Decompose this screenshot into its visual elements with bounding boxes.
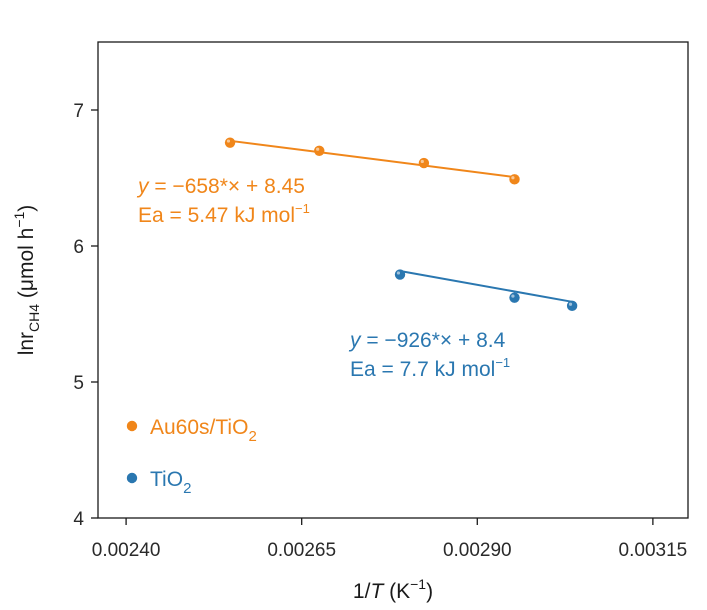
legend-label-tio2: TiO2 (150, 468, 191, 497)
y-axis-title: lnrCH4 (μmol h−1) (11, 205, 42, 356)
x-axis-ticks: 0.00240 0.00265 0.00290 0.00315 (92, 518, 687, 561)
data-point-highlight (316, 147, 320, 151)
data-point-series-0 (418, 157, 430, 169)
data-point-series-0 (509, 174, 520, 185)
data-point-series-0 (224, 137, 236, 148)
data-point-series-1 (509, 292, 520, 303)
x-tick-label: 0.00265 (267, 540, 336, 561)
annotation-au-ea: Ea = 5.47 kJ mol−1 (138, 201, 310, 227)
legend: Au60s/TiO2 TiO2 (126, 416, 257, 497)
x-axis-title: 1/T (K−1) (353, 576, 433, 603)
series-layer (224, 137, 578, 312)
x-tick-label: 0.00290 (443, 540, 512, 561)
data-point-series-1 (394, 269, 406, 280)
data-point-highlight (226, 139, 231, 143)
data-point-highlight (420, 159, 424, 164)
data-point-series-1 (566, 300, 578, 312)
annotation-tio2-ea: Ea = 7.7 kJ mol−1 (350, 355, 510, 381)
fit-line-series-1 (399, 269, 573, 303)
plot-frame (97, 41, 689, 519)
data-point-highlight (511, 294, 515, 298)
data-point-highlight (396, 271, 401, 275)
data-point-highlight (568, 302, 573, 306)
y-tick-label: 7 (73, 101, 84, 122)
data-point-highlight (511, 176, 515, 180)
legend-marker-tio2 (126, 472, 138, 484)
y-tick-label: 5 (73, 373, 84, 394)
annotation-tio2-equation: y = −926*× + 8.4 (348, 329, 506, 352)
fit-line-series-0 (229, 139, 515, 179)
y-tick-label: 6 (73, 237, 84, 258)
y-axis-ticks: 4 5 6 7 (73, 101, 98, 530)
x-tick-label: 0.00315 (619, 540, 688, 561)
legend-marker-au60s (126, 420, 138, 432)
annotation-au-equation: y = −658*× + 8.45 (136, 175, 305, 198)
y-tick-label: 4 (73, 509, 84, 530)
x-tick-label: 0.00240 (92, 540, 161, 561)
legend-label-au60s: Au60s/TiO2 (150, 416, 257, 445)
data-point-series-0 (314, 145, 325, 156)
